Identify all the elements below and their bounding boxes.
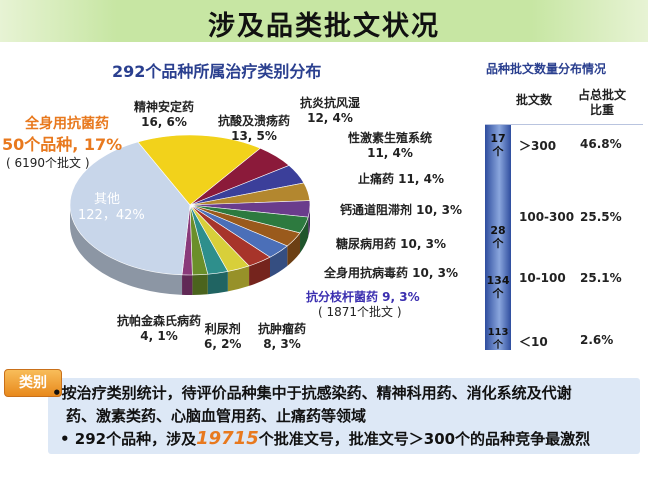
- pie-slice-side-性激素生殖系统: [308, 205, 310, 238]
- label-其他-value: 122，42%: [78, 208, 145, 223]
- label-全身用抗菌药-value: 50个品种, 17%: [2, 135, 123, 154]
- pie-slice-side-抗分枝杆菌药: [227, 265, 250, 292]
- range-row-1: ＞300: [519, 139, 557, 153]
- pie-slice-side-其他: [70, 205, 183, 295]
- pie-chart: [69, 134, 311, 295]
- count-row-3: 134 个: [486, 274, 510, 300]
- category-badge: 类别: [4, 369, 62, 397]
- note-抗分枝杆菌药: ( 1871个批文 ): [318, 305, 402, 319]
- range-row-2: 100-300: [519, 210, 575, 224]
- table-divider: [485, 124, 643, 125]
- col-比重: 占总批文 比重: [578, 88, 627, 117]
- label-糖尿病用药: 糖尿病用药 10, 3%: [336, 237, 446, 251]
- note-全身用抗菌药: ( 6190个批文 ): [6, 156, 90, 170]
- pie-slice-side-抗肿瘤药: [207, 271, 228, 295]
- range-row-4: ＜10: [519, 335, 548, 349]
- label-全身用抗菌药: 全身用抗菌药: [25, 116, 109, 132]
- share-row-3: 25.1%: [580, 271, 622, 285]
- share-row-1: 46.8%: [580, 137, 622, 151]
- right-table-title: 品种批文数量分布情况: [486, 62, 607, 76]
- page-title: 涉及品类批文状况: [208, 11, 440, 42]
- pie-slice-side-止痛药: [300, 217, 309, 253]
- count-bar: [485, 125, 511, 350]
- pie-slice-side-抗帕金森氏病药: [182, 274, 193, 295]
- share-row-4: 2.6%: [580, 333, 614, 347]
- label-钙通道阻滞剂: 钙通道阻滞剂 10, 3%: [340, 203, 462, 217]
- col-批文数: 批文数: [516, 93, 553, 107]
- label-止痛药: 止痛药 11, 4%: [358, 172, 444, 186]
- count-row-2: 28 个: [490, 224, 506, 250]
- label-抗分枝杆菌药: 抗分枝杆菌药 9, 3%: [306, 290, 420, 304]
- label-抗炎抗风湿: 抗炎抗风湿 12, 4%: [300, 96, 361, 125]
- pie-slice-side-糖尿病用药: [270, 246, 288, 278]
- share-row-2: 25.5%: [580, 210, 622, 224]
- category-line-2: 药、激素类药、心脑血管用药、止痛药等领域: [66, 407, 367, 425]
- range-row-3: 10-100: [519, 271, 566, 285]
- label-性激素生殖系统: 性激素生殖系统 11, 4%: [348, 131, 433, 160]
- category-line-1: •按治疗类别统计，待评价品种集中于抗感染药、精神科用药、消化系统及代谢: [52, 384, 572, 402]
- pie-slice-side-利尿剂: [192, 274, 208, 295]
- category-line-3: • 292个品种，涉及19715个批准文号，批准文号＞300个的品种竞争最激烈: [60, 428, 591, 449]
- count-row-4: 113 个: [487, 327, 509, 351]
- label-抗帕金森氏病药: 抗帕金森氏病药 4, 1%: [117, 314, 202, 343]
- pie-slice-side-钙通道阻滞剂: [287, 232, 301, 267]
- category-panel: [48, 378, 640, 454]
- label-利尿剂: 利尿剂 6, 2%: [204, 322, 242, 351]
- label-其他: 其他: [94, 192, 121, 207]
- pie-slice-其他: [69, 141, 191, 276]
- label-精神安定药: 精神安定药 16, 6%: [134, 100, 195, 129]
- label-全身用抗病毒药: 全身用抗病毒药 10, 3%: [324, 266, 458, 280]
- title-banner: 涉及品类批文状况: [0, 0, 648, 42]
- pie-slice-全身用抗菌药: [137, 134, 261, 206]
- chart-title: 292个品种所属治疗类别分布: [112, 62, 322, 81]
- label-抗肿瘤药: 抗肿瘤药 8, 3%: [258, 322, 307, 351]
- count-row-1: 17 个: [490, 132, 506, 158]
- label-抗酸及溃疡药: 抗酸及溃疡药 13, 5%: [218, 114, 291, 143]
